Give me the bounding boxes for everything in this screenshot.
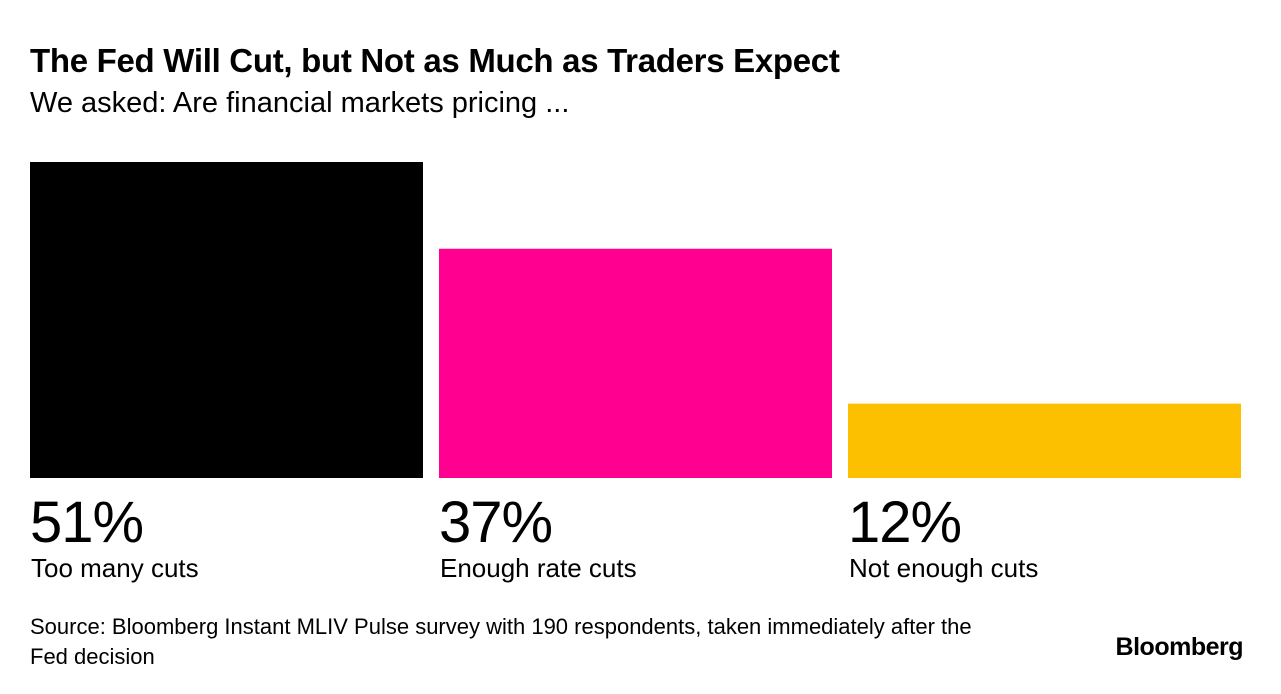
chart-subtitle: We asked: Are financial markets pricing … xyxy=(30,87,570,119)
bar-too-many-cuts xyxy=(30,162,423,478)
category-label-too-many-cuts: Too many cuts xyxy=(31,553,199,583)
value-label-not-enough-cuts: 12% xyxy=(848,490,962,555)
bar-enough-rate-cuts xyxy=(439,248,832,478)
bloomberg-logo: Bloomberg xyxy=(1115,633,1244,661)
category-label-enough-rate-cuts: Enough rate cuts xyxy=(440,553,637,583)
bar-not-enough-cuts xyxy=(848,403,1241,478)
chart-title: The Fed Will Cut, but Not as Much as Tra… xyxy=(30,42,840,79)
value-label-too-many-cuts: 51% xyxy=(30,490,144,555)
value-label-enough-rate-cuts: 37% xyxy=(439,490,553,555)
category-label-not-enough-cuts: Not enough cuts xyxy=(849,553,1039,583)
source-note: Source: Bloomberg Instant MLIV Pulse sur… xyxy=(30,614,972,669)
